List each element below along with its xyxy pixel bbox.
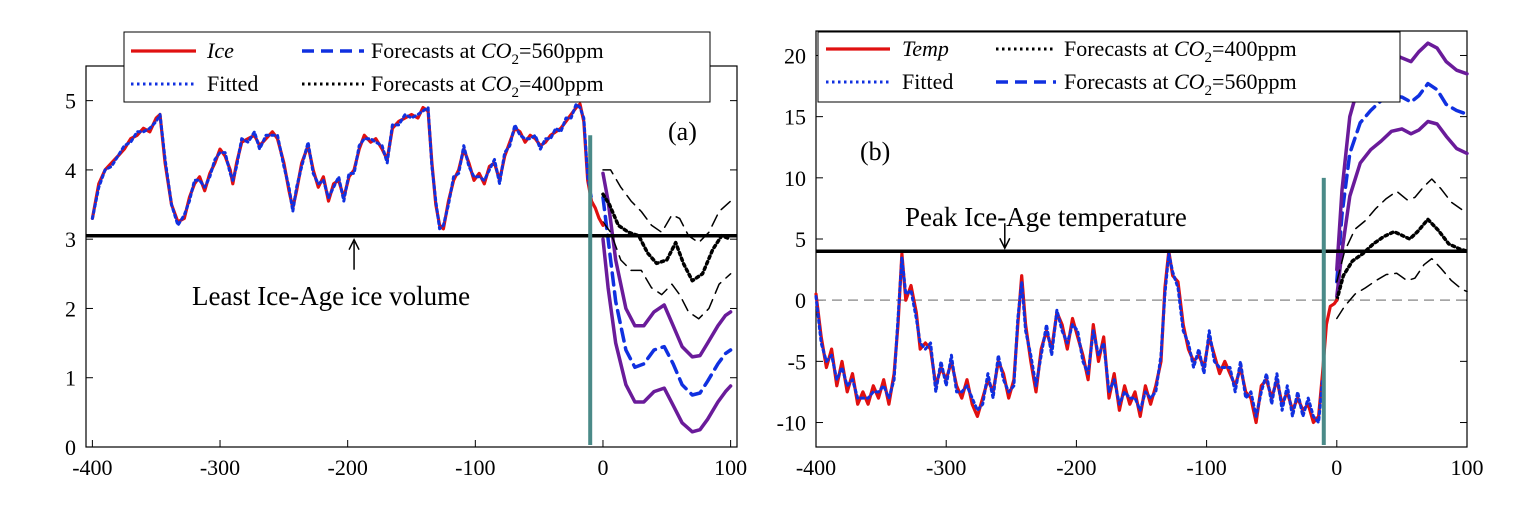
series-line-ice xyxy=(90,102,605,231)
x-tick-label: -400 xyxy=(796,455,836,480)
x-tick-label: 0 xyxy=(597,455,608,480)
panel-b-x-axis: -400 -300 -200 -100 0 100 xyxy=(796,440,1484,480)
panel-b-plot-area xyxy=(814,41,1469,445)
panel-b-legend: Temp Forecasts at CO2=400ppm Fitted Fore… xyxy=(817,31,1401,103)
x-tick-label: 100 xyxy=(714,455,747,480)
series-line-forecast_400_upper xyxy=(1336,178,1468,283)
panel-b-annotation: Peak Ice-Age temperature xyxy=(905,202,1187,232)
series-line-forecast_400_upper xyxy=(602,169,732,244)
y-tick-label: -10 xyxy=(777,411,806,436)
panel-b-y-axis: -10 -5 0 5 10 15 20 xyxy=(777,43,1467,436)
panel-a-frame xyxy=(85,65,738,448)
x-tick-label: 100 xyxy=(1451,455,1484,480)
series-line-forecast_400 xyxy=(601,192,733,283)
y-tick-label: 20 xyxy=(784,43,806,68)
legend-label-forecast-400-b: Forecasts at CO2=400ppm xyxy=(1064,36,1297,66)
y-tick-label: 0 xyxy=(65,435,76,460)
x-tick-label: -100 xyxy=(455,455,495,480)
panel-a: 0 1 2 3 4 5 -400 -300 -200 -100 0 100 (a) Least Ic… xyxy=(65,31,747,480)
series-line-forecast_560 xyxy=(601,195,733,397)
x-tick-label: -400 xyxy=(72,455,112,480)
x-tick-label: -100 xyxy=(1186,455,1226,480)
legend-label-forecast-560: Forecasts at CO2=560ppm xyxy=(371,38,604,68)
legend-label-forecast-400: Forecasts at CO2=400ppm xyxy=(371,71,604,101)
y-tick-label: 5 xyxy=(795,227,806,252)
y-tick-label: 2 xyxy=(65,296,76,321)
y-tick-label: 4 xyxy=(65,158,76,183)
y-tick-label: 5 xyxy=(65,89,76,114)
panel-b: -10 -5 0 5 10 15 20 -400 -300 -200 -100 0 100 (b) P… xyxy=(777,30,1484,480)
x-tick-label: -200 xyxy=(328,455,368,480)
series-line-forecast_560_lower xyxy=(1335,119,1469,299)
legend-label-ice: Ice xyxy=(206,38,234,63)
x-tick-label: -300 xyxy=(200,455,240,480)
panel-b-label: (b) xyxy=(860,137,890,166)
panel-a-legend-box xyxy=(123,31,711,103)
y-tick-label: 0 xyxy=(795,288,806,313)
series-line-fitted xyxy=(814,252,1324,424)
x-tick-label: 0 xyxy=(1331,455,1342,480)
annotation-arrowhead xyxy=(348,238,360,251)
legend-label-temp: Temp xyxy=(902,36,949,61)
panel-a-legend: Ice Forecasts at CO2=560ppm Fitted Forec… xyxy=(123,31,711,103)
x-tick-label: -200 xyxy=(1056,455,1096,480)
y-tick-label: 15 xyxy=(784,105,806,130)
legend-label-fitted: Fitted xyxy=(207,71,258,96)
series-line-fitted xyxy=(90,102,593,231)
panel-a-x-axis: -400 -300 -200 -100 0 100 xyxy=(72,440,747,480)
x-tick-label: -300 xyxy=(926,455,966,480)
legend-label-forecast-560-b: Forecasts at CO2=560ppm xyxy=(1064,69,1297,99)
annotation-arrowhead xyxy=(999,237,1011,250)
panel-a-y-axis: 0 1 2 3 4 5 xyxy=(65,89,737,460)
series-line-forecast_400 xyxy=(1335,217,1469,302)
legend-label-fitted-b: Fitted xyxy=(902,69,953,94)
series-line-forecast_560_bounds xyxy=(601,171,733,359)
y-tick-label: 10 xyxy=(784,166,806,191)
panel-a-annotation: Least Ice-Age ice volume xyxy=(192,281,470,311)
panel-a-label: (a) xyxy=(668,117,697,146)
series-line-forecast_400_lower xyxy=(602,221,732,320)
y-tick-label: 3 xyxy=(65,227,76,252)
series-line-forecast_400_lower xyxy=(1336,257,1468,320)
series-line-forecast_560_bounds_low xyxy=(601,237,733,434)
y-tick-label: -5 xyxy=(788,349,806,374)
y-tick-label: 1 xyxy=(65,366,76,391)
series-line-temp xyxy=(814,249,1339,425)
panel-b-legend-box xyxy=(817,31,1401,103)
series-line-forecast_560_upper xyxy=(1335,41,1469,272)
series-line-forecast_560 xyxy=(1335,81,1469,284)
panel-a-plot-area xyxy=(86,102,737,445)
